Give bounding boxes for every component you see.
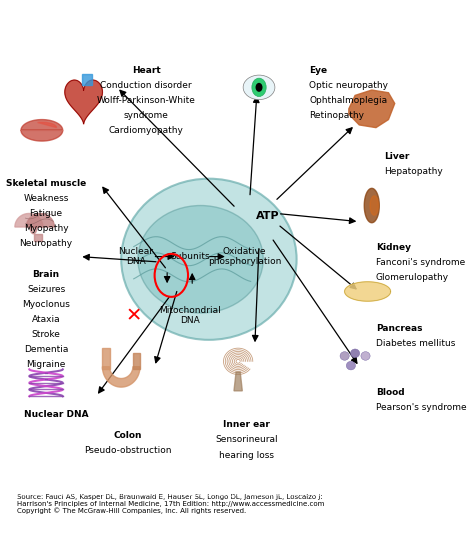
Text: Weakness: Weakness bbox=[23, 194, 69, 202]
Text: hearing loss: hearing loss bbox=[219, 450, 274, 460]
Text: Source: Fauci AS, Kasper DL, Braunwald E, Hauser SL, Longo DL, Jameson JL, Losca: Source: Fauci AS, Kasper DL, Braunwald E… bbox=[17, 494, 324, 515]
Text: Myopathy: Myopathy bbox=[24, 224, 68, 233]
Ellipse shape bbox=[340, 352, 349, 360]
Text: Dementia: Dementia bbox=[24, 345, 68, 354]
Text: Fanconi's syndrome: Fanconi's syndrome bbox=[376, 258, 465, 267]
Text: ✕: ✕ bbox=[126, 306, 142, 325]
Polygon shape bbox=[102, 367, 140, 387]
Text: Wolff-Parkinson-White: Wolff-Parkinson-White bbox=[97, 96, 196, 105]
Text: Eye: Eye bbox=[309, 66, 327, 75]
Text: Kidney: Kidney bbox=[376, 243, 411, 252]
Circle shape bbox=[255, 83, 263, 92]
Text: Seizures: Seizures bbox=[27, 285, 65, 294]
Polygon shape bbox=[21, 119, 63, 141]
Polygon shape bbox=[34, 234, 42, 240]
Ellipse shape bbox=[350, 349, 360, 357]
Text: Heart: Heart bbox=[132, 66, 161, 75]
Text: Subunits: Subunits bbox=[170, 252, 210, 261]
Text: Hepatopathy: Hepatopathy bbox=[384, 167, 443, 176]
Polygon shape bbox=[26, 213, 55, 227]
Polygon shape bbox=[38, 122, 56, 127]
Ellipse shape bbox=[138, 206, 263, 313]
Polygon shape bbox=[364, 188, 379, 222]
Polygon shape bbox=[349, 90, 395, 127]
Polygon shape bbox=[102, 348, 109, 369]
Polygon shape bbox=[65, 80, 102, 124]
Text: Harrison's Principles of Internal Medicine, 17th Edition: http://www.accessmedic: Harrison's Principles of Internal Medici… bbox=[17, 491, 326, 497]
Ellipse shape bbox=[243, 75, 275, 99]
Polygon shape bbox=[82, 74, 92, 85]
Text: Conduction disorder: Conduction disorder bbox=[100, 81, 192, 90]
Ellipse shape bbox=[121, 179, 297, 340]
Text: Sensorineural: Sensorineural bbox=[215, 435, 278, 444]
Text: Pearson's syndrome: Pearson's syndrome bbox=[376, 403, 466, 412]
Polygon shape bbox=[234, 372, 242, 391]
Text: Pancreas: Pancreas bbox=[376, 323, 422, 333]
Polygon shape bbox=[133, 353, 140, 369]
Ellipse shape bbox=[361, 352, 370, 360]
Text: Inner ear: Inner ear bbox=[223, 421, 270, 429]
Polygon shape bbox=[370, 196, 378, 215]
Text: syndrome: syndrome bbox=[124, 111, 169, 120]
Ellipse shape bbox=[346, 361, 356, 370]
Text: Blood: Blood bbox=[376, 388, 405, 397]
Text: Pseudo-obstruction: Pseudo-obstruction bbox=[84, 446, 171, 455]
Text: Liver: Liver bbox=[384, 152, 410, 161]
Text: Migraine: Migraine bbox=[27, 360, 66, 369]
Polygon shape bbox=[30, 227, 37, 234]
Text: Glomerulopathy: Glomerulopathy bbox=[376, 273, 449, 282]
Text: Stroke: Stroke bbox=[32, 330, 61, 339]
Text: Optic neuropathy: Optic neuropathy bbox=[309, 81, 388, 90]
Text: Ophthalmoplegia: Ophthalmoplegia bbox=[309, 96, 387, 105]
Text: Oxidative
phosphorylation: Oxidative phosphorylation bbox=[208, 247, 281, 266]
Text: Nuclear DNA: Nuclear DNA bbox=[24, 410, 89, 418]
Text: Retinopathy: Retinopathy bbox=[309, 111, 364, 120]
Text: Mitochondrial
DNA: Mitochondrial DNA bbox=[159, 306, 221, 326]
Text: Diabetes mellitus: Diabetes mellitus bbox=[376, 339, 456, 348]
Text: Skeletal muscle: Skeletal muscle bbox=[6, 179, 86, 188]
Text: Myoclonus: Myoclonus bbox=[22, 300, 70, 309]
Text: Ataxia: Ataxia bbox=[32, 315, 60, 324]
Text: Brain: Brain bbox=[33, 270, 60, 279]
Text: Nuclear
DNA: Nuclear DNA bbox=[118, 247, 153, 266]
Circle shape bbox=[252, 78, 266, 97]
Polygon shape bbox=[345, 282, 391, 301]
Text: Colon: Colon bbox=[113, 431, 142, 440]
Text: Fatigue: Fatigue bbox=[29, 209, 63, 218]
Text: Neuropathy: Neuropathy bbox=[19, 239, 73, 248]
Text: Cardiomyopathy: Cardiomyopathy bbox=[109, 126, 184, 135]
Polygon shape bbox=[15, 213, 43, 227]
Text: ATP: ATP bbox=[255, 211, 279, 221]
